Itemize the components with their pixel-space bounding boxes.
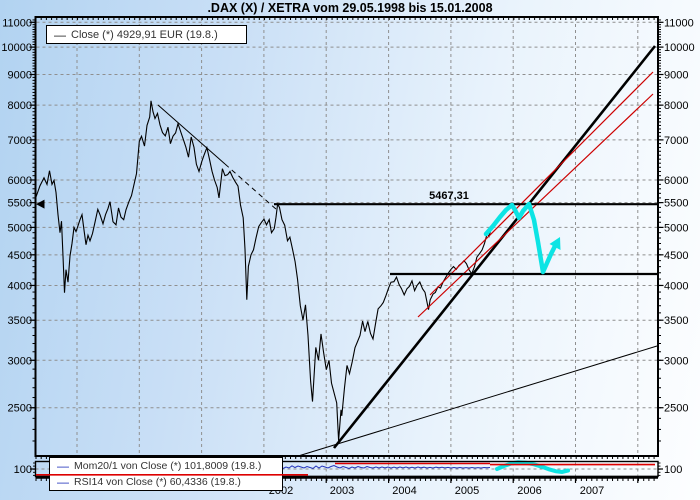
y-axis-label-right: 5000 [664, 222, 688, 234]
x-axis-year-label: 2005 [455, 485, 479, 497]
level-value-label: 5467,31 [429, 190, 469, 202]
projection-arrow-line [483, 201, 558, 275]
downtrend-2000-2002-dashed [224, 163, 278, 211]
y-axis-label-right: 4000 [664, 280, 688, 292]
price-legend: — Close (*) 4929,91 EUR (19.8.) [46, 25, 247, 44]
indicator-label-left: 100 [14, 464, 32, 476]
y-axis-label-right: 7000 [664, 135, 688, 147]
y-axis-label-left: 3500 [8, 315, 32, 327]
x-axis-year-label: 2007 [580, 485, 604, 497]
close-price-line [35, 100, 492, 441]
price-legend-label: Close (*) 4929,91 EUR (19.8.) [71, 28, 218, 41]
y-axis-label-left: 11000 [2, 17, 32, 29]
y-axis-label-right: 4500 [664, 250, 688, 262]
y-axis-label-right: 2500 [664, 403, 688, 415]
y-axis-label-left: 2500 [8, 403, 32, 415]
rsi-line-dash-icon: — [57, 475, 69, 489]
y-axis-label-right: 10000 [664, 42, 695, 54]
y-axis-label-left: 5000 [8, 222, 32, 234]
x-axis-year-label: 2004 [392, 485, 416, 497]
y-axis-label-right: 5500 [664, 198, 688, 210]
uptrend-shallow [294, 345, 658, 458]
indicator-legend: — Mom20/1 von Close (*) 101,8009 (19.8.)… [49, 457, 283, 491]
axis-level-marker-icon [36, 199, 45, 209]
main-panel-border [34, 16, 659, 457]
y-axis-label-left: 4500 [8, 250, 32, 262]
indicator-legend-row-rsi: — RSI14 von Close (*) 60,4336 (19.8.) [57, 474, 241, 490]
momentum-line [282, 464, 491, 470]
y-axis-label-left: 6000 [8, 175, 32, 187]
uptrend-steep [332, 45, 657, 449]
chart-title: .DAX (X) / XETRA vom 29.05.1998 bis 15.0… [207, 1, 493, 15]
y-axis-label-right: 3000 [664, 355, 688, 367]
close-line-dash-icon: — [54, 27, 66, 42]
x-axis-year-label: 2003 [330, 485, 354, 497]
y-axis-label-right: 8000 [664, 100, 688, 112]
downtrend-2000-2002-solid [157, 104, 226, 165]
y-axis-label-left: 7000 [8, 135, 32, 147]
projection-arrowhead-icon [549, 237, 561, 250]
y-axis-label-left: 3000 [8, 355, 32, 367]
mom-line-dash-icon: — [57, 459, 69, 473]
rsi-legend-label: RSI14 von Close (*) 60,4336 (19.8.) [74, 476, 241, 488]
mom-legend-label: Mom20/1 von Close (*) 101,8009 (19.8.) [74, 460, 262, 472]
y-axis-label-right: 9000 [664, 70, 688, 82]
indicator-label-right: 100 [664, 464, 682, 476]
channel-upper [429, 71, 654, 296]
channel-lower [417, 93, 654, 318]
y-axis-label-right: 11000 [664, 17, 694, 29]
y-axis-label-right: 3500 [664, 315, 688, 327]
y-axis-label-left: 9000 [8, 70, 32, 82]
y-axis-label-left: 10000 [1, 42, 32, 54]
x-axis-year-label: 2006 [517, 485, 541, 497]
y-axis-label-left: 8000 [8, 100, 32, 112]
indicator-legend-row-mom: — Mom20/1 von Close (*) 101,8009 (19.8.) [57, 458, 261, 474]
y-axis-label-right: 6000 [664, 175, 688, 187]
y-axis-label-left: 5500 [8, 198, 32, 210]
indicator-projection-line [495, 460, 570, 475]
y-axis-label-left: 4000 [8, 280, 32, 292]
